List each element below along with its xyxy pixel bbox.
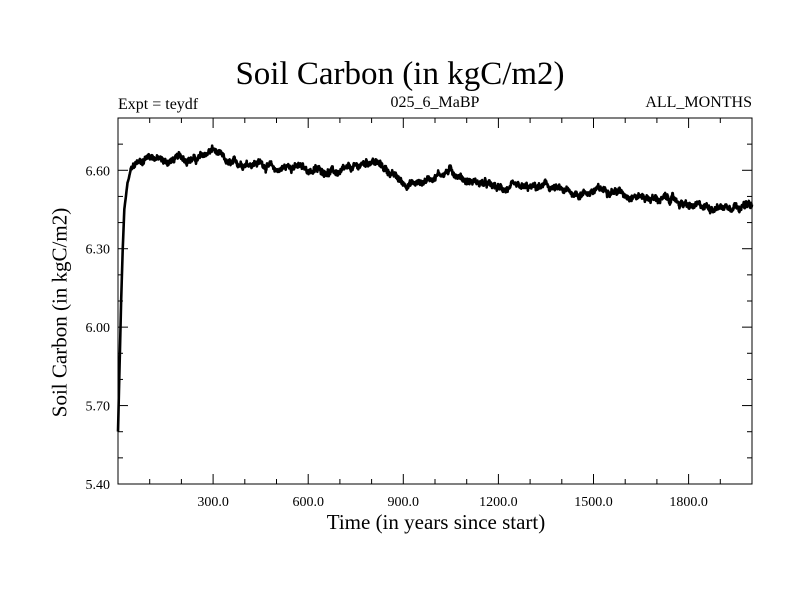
months-label: ALL_MONTHS <box>645 94 752 111</box>
plot-frame <box>117 117 753 485</box>
x-tick-label: 600.0 <box>292 495 324 510</box>
x-tick-label: 300.0 <box>197 495 229 510</box>
period-label: 025_6_MaBP <box>390 94 480 111</box>
y-tick-label: 5.70 <box>86 400 111 415</box>
y-tick-label: 6.30 <box>86 243 111 258</box>
x-tick-label: 900.0 <box>388 495 420 510</box>
y-tick-label: 6.60 <box>86 164 111 179</box>
x-tick-label: 1800.0 <box>669 495 708 510</box>
y-tick-label: 6.00 <box>86 321 111 336</box>
x-tick-label: 1200.0 <box>479 495 518 510</box>
x-tick-label: 1500.0 <box>574 495 613 510</box>
y-axis-label: Soil Carbon (in kgC/m2) <box>47 207 72 418</box>
experiment-label: Expt = teydf <box>118 96 199 113</box>
x-axis-label: Time (in years since start) <box>326 510 546 534</box>
series-line <box>116 144 754 432</box>
y-tick-label: 5.40 <box>86 478 111 493</box>
chart-title: Soil Carbon (in kgC/m2) <box>235 56 565 92</box>
